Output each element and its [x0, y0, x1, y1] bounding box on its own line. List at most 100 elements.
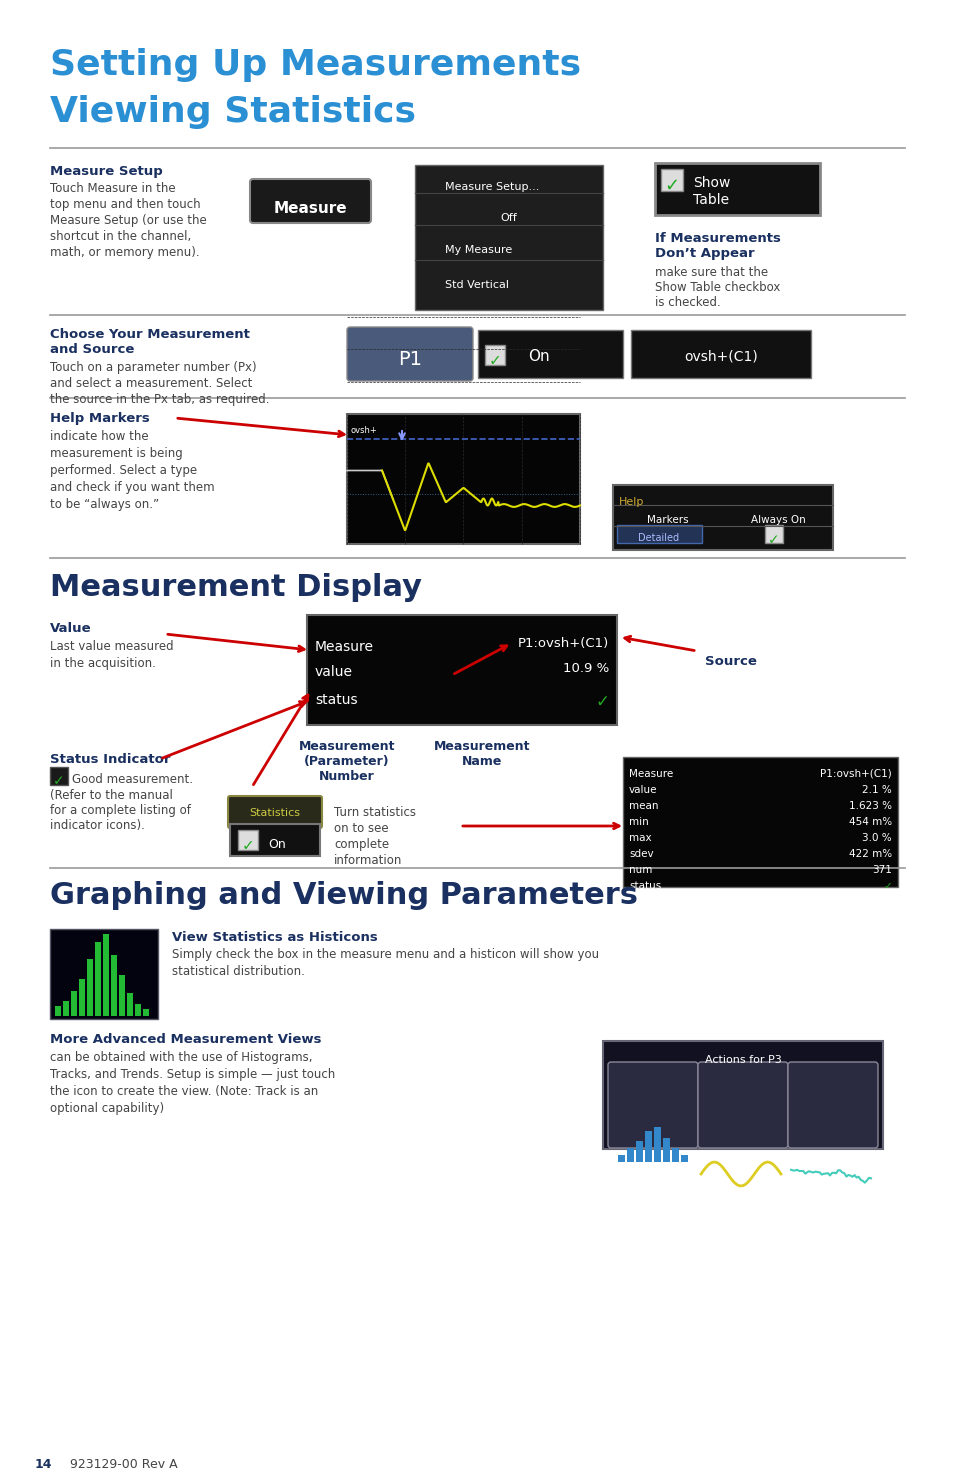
Text: ✓: ✓ [767, 532, 779, 547]
Text: Measurement
Name: Measurement Name [434, 740, 530, 768]
Text: Graphing and Viewing Parameters: Graphing and Viewing Parameters [50, 881, 638, 910]
Text: Status Indicator: Status Indicator [50, 754, 171, 766]
Text: Setting Up Measurements: Setting Up Measurements [50, 49, 580, 83]
Text: Turn statistics: Turn statistics [334, 805, 416, 819]
Text: 371: 371 [871, 864, 891, 875]
Text: Markers: Markers [646, 515, 688, 525]
Text: optional capability): optional capability) [50, 1102, 164, 1115]
Text: Detailed: Detailed [638, 532, 679, 543]
FancyBboxPatch shape [698, 1062, 787, 1148]
Text: View Statistics as Histicons: View Statistics as Histicons [172, 931, 377, 944]
Text: max: max [628, 833, 651, 844]
Text: mean: mean [628, 801, 658, 811]
Bar [143, 1009, 149, 1016]
FancyBboxPatch shape [660, 170, 682, 190]
Text: 923129-00 Rev A: 923129-00 Rev A [70, 1457, 177, 1471]
Text: Off: Off [500, 212, 517, 223]
Text: Table: Table [692, 193, 728, 206]
FancyBboxPatch shape [50, 929, 158, 1019]
Text: Source: Source [704, 655, 756, 668]
Text: ovsh+: ovsh+ [351, 426, 377, 435]
Text: on to see: on to see [334, 822, 388, 835]
Text: Don’t Appear: Don’t Appear [655, 246, 754, 260]
Text: ✓: ✓ [241, 838, 254, 853]
Text: Measure Setup...: Measure Setup... [444, 181, 538, 192]
Text: 14: 14 [35, 1457, 52, 1471]
Text: ✓: ✓ [663, 177, 679, 195]
Text: indicator icons).: indicator icons). [50, 819, 145, 832]
Text: performed. Select a type: performed. Select a type [50, 465, 197, 476]
Text: P1: P1 [397, 350, 421, 369]
Bar [127, 993, 132, 1016]
Text: Touch Measure in the: Touch Measure in the [50, 181, 175, 195]
Text: min: min [628, 817, 648, 827]
Text: value: value [314, 665, 353, 678]
Bar [654, 1127, 660, 1162]
Text: Measure: Measure [628, 768, 673, 779]
Text: P1:ovsh+(C1): P1:ovsh+(C1) [517, 637, 608, 650]
Bar [71, 991, 77, 1016]
Text: Actions for P3: Actions for P3 [704, 1055, 781, 1065]
Text: in the acquisition.: in the acquisition. [50, 656, 155, 670]
Text: Viewing Statistics: Viewing Statistics [50, 94, 416, 128]
Text: sdev: sdev [628, 850, 653, 858]
Text: top menu and then touch: top menu and then touch [50, 198, 200, 211]
Bar [644, 1130, 651, 1162]
Text: the icon to create the view. (Note: Track is an: the icon to create the view. (Note: Trac… [50, 1086, 318, 1097]
FancyBboxPatch shape [622, 757, 897, 886]
Text: and check if you want them: and check if you want them [50, 481, 214, 494]
Text: On: On [268, 838, 286, 851]
FancyBboxPatch shape [347, 327, 473, 381]
FancyBboxPatch shape [250, 178, 371, 223]
Text: information: information [334, 854, 402, 867]
Text: for a complete listing of: for a complete listing of [50, 804, 191, 817]
Bar [671, 1148, 679, 1162]
Text: 1.623 %: 1.623 % [848, 801, 891, 811]
Text: Touch on a parameter number (Px): Touch on a parameter number (Px) [50, 361, 256, 375]
FancyBboxPatch shape [787, 1062, 877, 1148]
Text: Help: Help [618, 497, 643, 507]
Bar [626, 1148, 634, 1162]
Text: P1:ovsh+(C1): P1:ovsh+(C1) [820, 768, 891, 779]
Text: can be obtained with the use of Histograms,: can be obtained with the use of Histogra… [50, 1052, 313, 1063]
FancyBboxPatch shape [307, 615, 617, 726]
Bar [119, 975, 125, 1016]
Text: Measure Setup (or use the: Measure Setup (or use the [50, 214, 207, 227]
Text: num: num [628, 864, 652, 875]
Text: complete: complete [334, 838, 389, 851]
Text: Statistics: Statistics [250, 808, 300, 819]
Text: make sure that the: make sure that the [655, 266, 767, 279]
FancyBboxPatch shape [484, 345, 504, 364]
Text: On: On [527, 350, 549, 364]
Text: Measure Setup: Measure Setup [50, 165, 163, 178]
Text: measurement is being: measurement is being [50, 447, 183, 460]
Text: 454 m%: 454 m% [848, 817, 891, 827]
Text: Choose Your Measurement: Choose Your Measurement [50, 327, 250, 341]
Text: If Measurements: If Measurements [655, 232, 781, 245]
Bar [135, 1003, 141, 1016]
Text: Track: Track [819, 1221, 846, 1232]
Bar [680, 1155, 687, 1162]
Text: ovsh+(C1): ovsh+(C1) [683, 350, 757, 363]
Text: value: value [628, 785, 657, 795]
Text: math, or memory menu).: math, or memory menu). [50, 246, 199, 260]
Text: 2.1 %: 2.1 % [862, 785, 891, 795]
Text: Help Markers: Help Markers [50, 412, 150, 425]
Text: Last value measured: Last value measured [50, 640, 173, 653]
Text: to be “always on.”: to be “always on.” [50, 499, 159, 510]
Bar [636, 1142, 642, 1162]
FancyBboxPatch shape [764, 525, 782, 543]
Text: indicate how the: indicate how the [50, 431, 149, 442]
FancyBboxPatch shape [230, 825, 319, 856]
Text: Measure: Measure [273, 201, 347, 215]
Bar [79, 979, 85, 1016]
Text: Value: Value [50, 622, 91, 636]
Text: Std Vertical: Std Vertical [444, 280, 509, 291]
Bar [87, 959, 92, 1016]
Text: My Measure: My Measure [444, 245, 512, 255]
Text: Measurement Display: Measurement Display [50, 572, 421, 602]
Text: Histogram: Histogram [625, 1221, 679, 1232]
Bar [55, 1006, 61, 1016]
Text: ✓: ✓ [882, 881, 891, 891]
Text: Measurement
(Parameter)
Number: Measurement (Parameter) Number [298, 740, 395, 783]
